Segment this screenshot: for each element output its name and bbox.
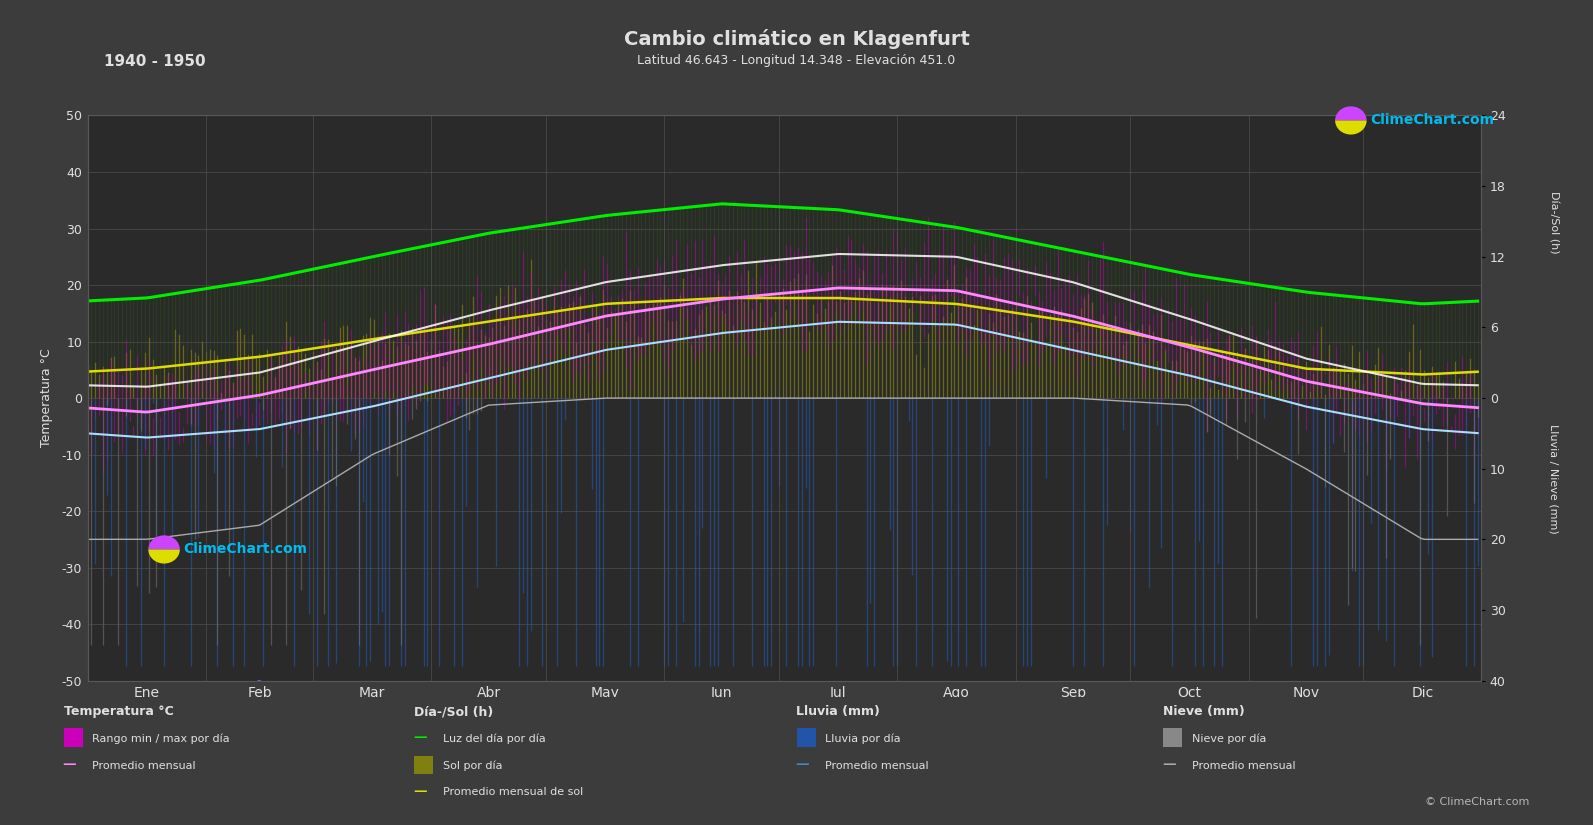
Y-axis label: Temperatura °C: Temperatura °C (40, 349, 53, 447)
Wedge shape (148, 549, 180, 563)
Text: Día-/Sol (h): Día-/Sol (h) (414, 705, 494, 719)
Text: Promedio mensual: Promedio mensual (92, 761, 196, 771)
Wedge shape (1335, 120, 1367, 134)
Text: Día-/Sol (h): Día-/Sol (h) (1548, 191, 1558, 254)
Text: Nieve (mm): Nieve (mm) (1163, 705, 1244, 719)
Text: Lluvia / Nieve (mm): Lluvia / Nieve (mm) (1548, 423, 1558, 534)
Text: Rango min / max por día: Rango min / max por día (92, 733, 229, 743)
Text: ClimeChart.com: ClimeChart.com (1370, 113, 1494, 126)
Text: Sol por día: Sol por día (443, 761, 502, 771)
Text: Promedio mensual: Promedio mensual (1192, 761, 1295, 771)
Text: ─: ─ (1163, 756, 1174, 776)
Y-axis label: Día-/Sol (h): Día-/Sol (h) (0, 363, 13, 433)
Wedge shape (1335, 106, 1367, 120)
Wedge shape (148, 535, 180, 549)
Text: Temperatura °C: Temperatura °C (64, 705, 174, 719)
Text: Lluvia por día: Lluvia por día (825, 733, 900, 743)
Text: 1940 - 1950: 1940 - 1950 (104, 54, 205, 68)
Text: ─: ─ (414, 782, 425, 802)
Text: Lluvia (mm): Lluvia (mm) (796, 705, 881, 719)
Text: Cambio climático en Klagenfurt: Cambio climático en Klagenfurt (623, 29, 970, 49)
Y-axis label: Lluvia / Nieve (mm): Lluvia / Nieve (mm) (0, 337, 13, 460)
Text: Promedio mensual: Promedio mensual (825, 761, 929, 771)
Text: ─: ─ (64, 756, 75, 776)
Text: ClimeChart.com: ClimeChart.com (183, 542, 307, 555)
Text: Nieve por día: Nieve por día (1192, 733, 1266, 743)
Text: ─: ─ (414, 728, 425, 748)
Text: Latitud 46.643 - Longitud 14.348 - Elevación 451.0: Latitud 46.643 - Longitud 14.348 - Eleva… (637, 54, 956, 67)
Text: ─: ─ (796, 756, 808, 776)
Text: Promedio mensual de sol: Promedio mensual de sol (443, 787, 583, 797)
Text: © ClimeChart.com: © ClimeChart.com (1424, 797, 1529, 807)
Text: Luz del día por día: Luz del día por día (443, 733, 546, 743)
